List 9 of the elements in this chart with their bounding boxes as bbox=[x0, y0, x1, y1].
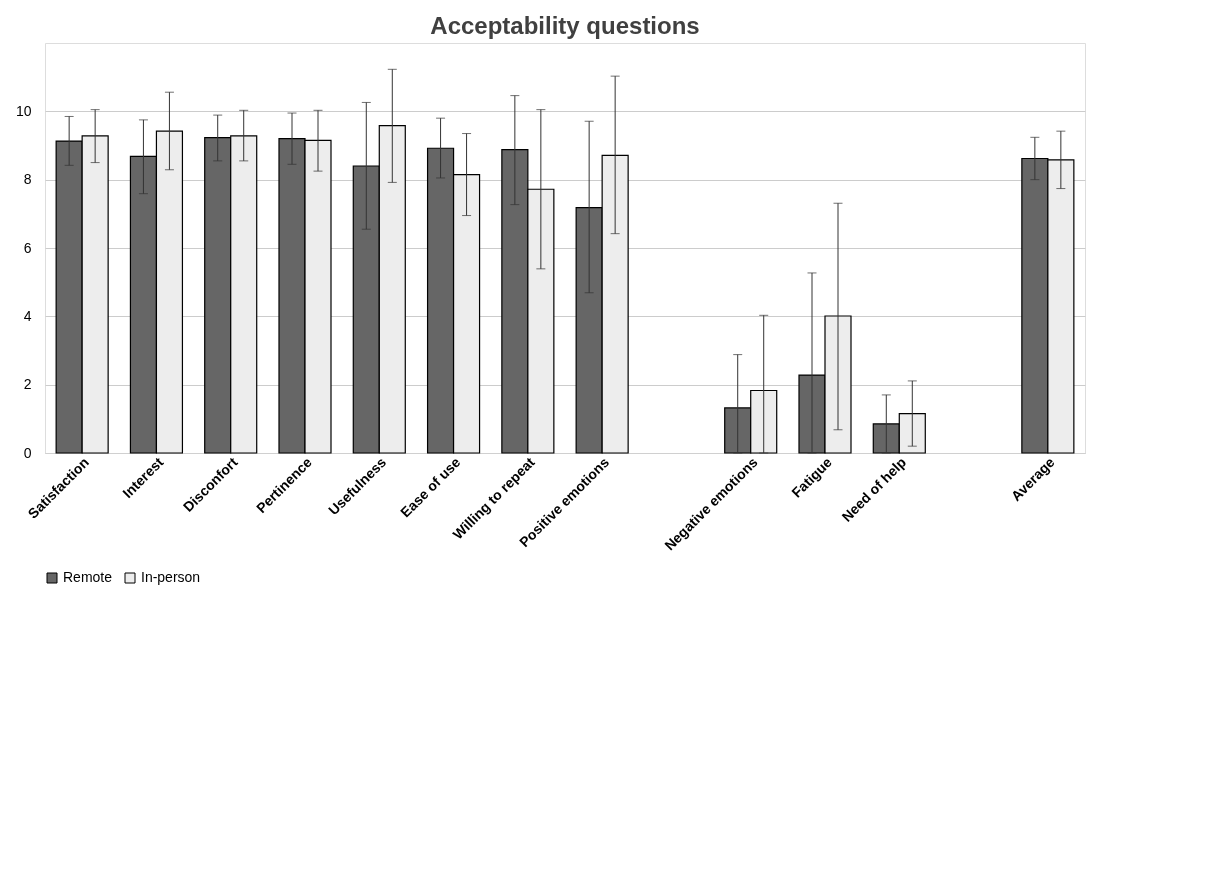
y-tick-label: 6 bbox=[23, 239, 32, 256]
chart-title: Acceptability questions bbox=[430, 12, 700, 39]
y-tick-label: 4 bbox=[23, 307, 32, 324]
y-tick-label: 8 bbox=[23, 171, 32, 188]
y-tick-label: 2 bbox=[23, 376, 32, 393]
y-tick-label: 0 bbox=[23, 444, 32, 461]
legend-label: Remote bbox=[63, 569, 113, 585]
y-tick-label: 10 bbox=[15, 102, 32, 119]
legend-label: In-person bbox=[141, 569, 201, 585]
